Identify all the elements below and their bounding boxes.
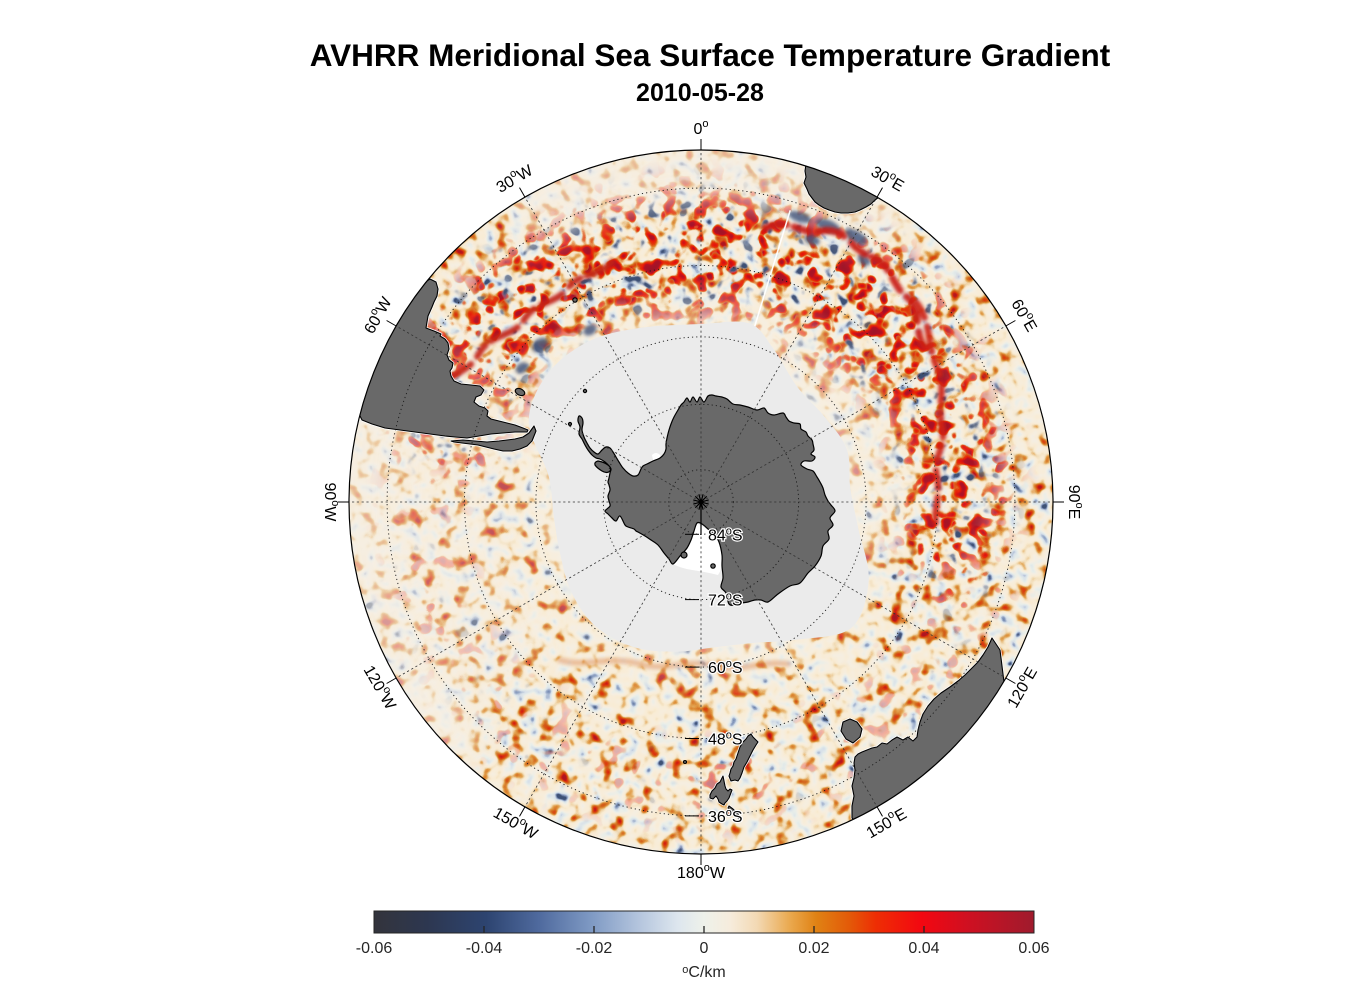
svg-text:180oW: 180oW bbox=[677, 862, 726, 882]
svg-text:-0.02: -0.02 bbox=[576, 940, 613, 957]
svg-text:-0.06: -0.06 bbox=[356, 940, 393, 957]
svg-text:0.06: 0.06 bbox=[1018, 940, 1049, 957]
svg-text:60oE: 60oE bbox=[1007, 295, 1042, 335]
svg-text:60oW: 60oW bbox=[359, 292, 397, 337]
svg-text:0.02: 0.02 bbox=[798, 940, 829, 957]
svg-text:0: 0 bbox=[700, 940, 709, 957]
svg-text:30oW: 30oW bbox=[492, 159, 537, 197]
svg-text:84oS: 84oS bbox=[708, 525, 743, 544]
svg-text:72oS: 72oS bbox=[708, 591, 743, 610]
svg-text:-0.04: -0.04 bbox=[466, 940, 503, 957]
svg-text:0.04: 0.04 bbox=[908, 940, 939, 957]
svg-text:oC/km: oC/km bbox=[682, 964, 725, 981]
svg-text:48oS: 48oS bbox=[708, 730, 743, 749]
svg-text:36oS: 36oS bbox=[708, 807, 743, 826]
svg-text:90oE: 90oE bbox=[1065, 485, 1085, 520]
svg-text:30oE: 30oE bbox=[868, 161, 908, 196]
svg-text:0o: 0o bbox=[693, 118, 708, 138]
svg-text:90oW: 90oW bbox=[321, 482, 341, 522]
svg-text:60oS: 60oS bbox=[708, 658, 743, 677]
